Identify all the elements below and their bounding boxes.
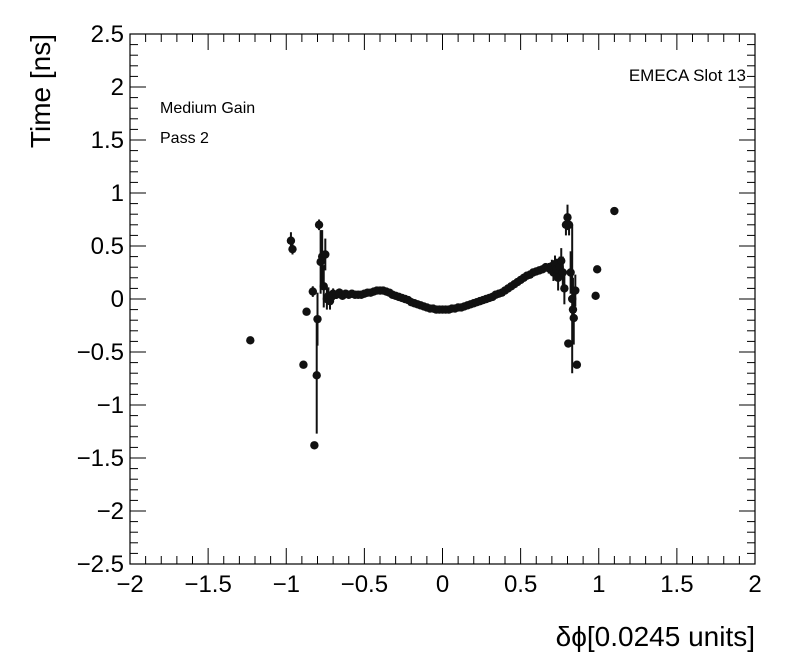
data-point bbox=[310, 441, 319, 450]
plot-frame bbox=[129, 33, 756, 565]
data-point bbox=[610, 206, 619, 216]
y-tick-label: −2 bbox=[97, 498, 124, 525]
data-point bbox=[592, 265, 602, 274]
x-tick-label: 1 bbox=[592, 571, 605, 598]
data-point bbox=[564, 339, 573, 348]
y-tick-label: −0.5 bbox=[77, 339, 124, 366]
data-point bbox=[563, 213, 572, 222]
data-point bbox=[557, 256, 566, 266]
data-point bbox=[566, 268, 575, 277]
data-point bbox=[591, 291, 600, 301]
y-tick-label: 1 bbox=[111, 180, 124, 207]
data-point bbox=[567, 294, 577, 304]
data-point bbox=[302, 307, 311, 316]
data-point bbox=[571, 286, 580, 295]
data-point bbox=[319, 282, 328, 291]
annotation-slot: EMECA Slot 13 bbox=[629, 66, 746, 85]
x-tick-label: 2 bbox=[748, 571, 761, 598]
data-point bbox=[569, 313, 578, 323]
x-axis-title: δϕ[0.0245 units] bbox=[556, 621, 755, 652]
data-points bbox=[246, 206, 619, 450]
y-tick-label: 0.5 bbox=[91, 233, 124, 260]
x-tick-label: 0.5 bbox=[504, 571, 537, 598]
data-point bbox=[564, 220, 574, 229]
data-point bbox=[313, 314, 322, 324]
y-tick-label: −1 bbox=[97, 392, 124, 419]
annotation-gain: Medium Gain bbox=[160, 100, 255, 117]
data-point bbox=[321, 250, 330, 259]
data-point bbox=[568, 305, 578, 314]
data-point bbox=[246, 336, 255, 345]
data-point bbox=[308, 287, 318, 296]
x-tick-label: 0 bbox=[436, 571, 449, 598]
data-point bbox=[560, 284, 569, 293]
tick-labels: −2 −1.5 −1 −0.5 0 0.5 1 1.5 2−2.5−2−1.5−1−0.500.… bbox=[77, 21, 762, 598]
data-point bbox=[288, 244, 297, 254]
y-tick-label: −2.5 bbox=[77, 551, 124, 578]
y-tick-label: 2 bbox=[111, 74, 124, 101]
y-tick-label: 0 bbox=[111, 286, 124, 313]
x-tick-label: −1.5 bbox=[184, 571, 231, 598]
x-tick-label: −1 bbox=[273, 571, 300, 598]
y-tick-label: 2.5 bbox=[91, 21, 124, 48]
data-point bbox=[314, 220, 324, 229]
x-tick-label: 1.5 bbox=[660, 571, 693, 598]
data-point bbox=[558, 268, 568, 277]
y-tick-label: −1.5 bbox=[77, 445, 124, 472]
data-point bbox=[312, 371, 321, 380]
annotation-pass: Pass 2 bbox=[160, 130, 209, 147]
x-tick-label: −0.5 bbox=[341, 571, 388, 598]
data-point bbox=[572, 360, 582, 369]
data-point bbox=[286, 236, 296, 245]
x-tick-label: −2 bbox=[116, 571, 143, 598]
axis-ticks bbox=[129, 33, 756, 565]
y-tick-label: 1.5 bbox=[91, 127, 124, 154]
y-axis-title: Time [ns] bbox=[25, 34, 56, 148]
data-point bbox=[299, 360, 308, 369]
